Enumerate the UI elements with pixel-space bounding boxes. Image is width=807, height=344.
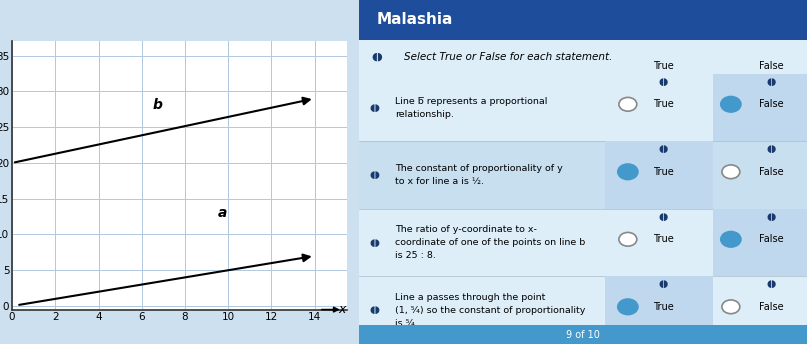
Text: True: True — [654, 234, 674, 244]
FancyBboxPatch shape — [605, 141, 713, 209]
Text: ◖◗: ◖◗ — [370, 238, 380, 248]
Circle shape — [619, 97, 637, 111]
Text: ◖◗: ◖◗ — [370, 305, 380, 315]
Text: Select True or False for each statement.: Select True or False for each statement. — [404, 52, 613, 62]
FancyBboxPatch shape — [359, 277, 807, 344]
Text: ◖◗: ◖◗ — [370, 103, 380, 113]
Text: ◖◗: ◖◗ — [659, 279, 669, 289]
Circle shape — [721, 97, 741, 112]
Text: The ratio of y-coordinate to x-: The ratio of y-coordinate to x- — [395, 225, 537, 234]
FancyBboxPatch shape — [359, 74, 807, 141]
Text: False: False — [759, 302, 784, 312]
Text: ◖◗: ◖◗ — [371, 52, 383, 62]
Text: Line a passes through the point: Line a passes through the point — [395, 293, 546, 302]
Circle shape — [619, 233, 637, 246]
Text: ◖◗: ◖◗ — [766, 144, 776, 154]
Circle shape — [618, 164, 638, 179]
Text: ◖◗: ◖◗ — [766, 279, 776, 289]
FancyBboxPatch shape — [359, 0, 807, 40]
Text: True: True — [654, 99, 674, 109]
FancyBboxPatch shape — [713, 209, 807, 277]
Text: ◖◗: ◖◗ — [659, 212, 669, 222]
Text: a: a — [217, 206, 227, 219]
Circle shape — [722, 300, 740, 314]
Circle shape — [721, 232, 741, 247]
Text: ◖◗: ◖◗ — [659, 144, 669, 154]
Text: relationship.: relationship. — [395, 110, 454, 119]
FancyBboxPatch shape — [359, 141, 807, 209]
Text: True: True — [654, 61, 674, 71]
Text: x: x — [338, 303, 345, 316]
FancyBboxPatch shape — [359, 40, 807, 74]
Text: ◖◗: ◖◗ — [766, 212, 776, 222]
Text: ◖◗: ◖◗ — [766, 76, 776, 87]
Text: Line b̅ represents a proportional: Line b̅ represents a proportional — [395, 97, 547, 106]
Text: False: False — [759, 99, 784, 109]
Text: b: b — [153, 98, 162, 112]
Text: to x for line a is ½.: to x for line a is ½. — [395, 177, 484, 186]
Circle shape — [722, 165, 740, 179]
FancyBboxPatch shape — [605, 277, 713, 344]
Text: (1, ⁵⁄₄) so the constant of proportionality: (1, ⁵⁄₄) so the constant of proportional… — [395, 306, 585, 315]
Text: ◖◗: ◖◗ — [659, 76, 669, 87]
Text: The constant of proportionality of y: The constant of proportionality of y — [395, 164, 562, 173]
Text: False: False — [759, 234, 784, 244]
FancyBboxPatch shape — [713, 74, 807, 141]
Text: True: True — [654, 302, 674, 312]
FancyBboxPatch shape — [359, 325, 807, 344]
Text: Malashia: Malashia — [377, 12, 454, 27]
Text: False: False — [759, 167, 784, 177]
Circle shape — [618, 299, 638, 314]
Text: coordinate of one of the points on line b: coordinate of one of the points on line … — [395, 238, 585, 247]
Text: is ⁵⁄₄.: is ⁵⁄₄. — [395, 319, 418, 328]
Text: ◖◗: ◖◗ — [370, 170, 380, 180]
Text: is 25 : 8.: is 25 : 8. — [395, 251, 436, 260]
FancyBboxPatch shape — [359, 209, 807, 277]
Text: True: True — [654, 167, 674, 177]
Text: False: False — [759, 61, 784, 71]
Text: 9 of 10: 9 of 10 — [567, 330, 600, 340]
